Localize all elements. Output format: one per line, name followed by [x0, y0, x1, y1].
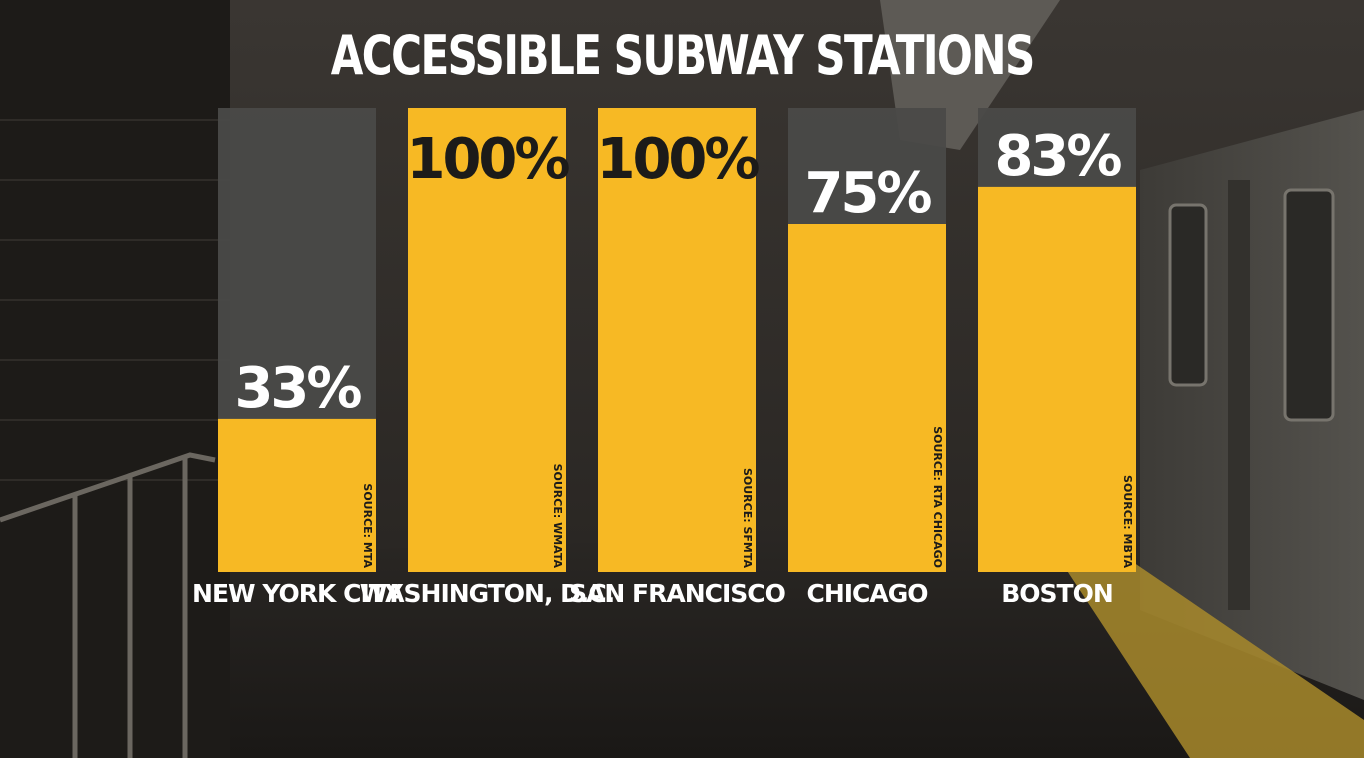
- category-label: NEW YORK CITY: [192, 579, 404, 608]
- source-note: SOURCE: WMATA: [551, 464, 564, 569]
- source-note: SOURCE: RTA CHICAGO: [931, 426, 944, 568]
- category-label: WASHINGTON, D.C.: [360, 579, 615, 608]
- data-label: 100%: [406, 127, 569, 192]
- bar-group-san-francisco: 100% SOURCE: SFMTA SAN FRANCISCO: [569, 108, 786, 608]
- data-label: 83%: [994, 124, 1121, 189]
- chart-title: ACCESSIBLE SUBWAY STATIONS: [330, 24, 1036, 87]
- data-label: 33%: [234, 356, 361, 421]
- bar: [598, 108, 756, 572]
- category-label: SAN FRANCISCO: [569, 579, 785, 608]
- source-note: SOURCE: SFMTA: [741, 468, 754, 569]
- category-label: CHICAGO: [806, 579, 927, 608]
- bar-group-chicago: 75% SOURCE: RTA CHICAGO CHICAGO: [788, 108, 946, 608]
- bar: [218, 418, 376, 572]
- bar: [788, 224, 946, 572]
- category-label: BOSTON: [1001, 579, 1113, 608]
- bar: [408, 108, 566, 572]
- bar: [978, 186, 1136, 572]
- bar-group-new-york-city: 33% SOURCE: MTA NEW YORK CITY: [192, 108, 405, 608]
- bar-group-washington-d-c: 100% SOURCE: WMATA WASHINGTON, D.C.: [360, 108, 615, 608]
- source-note: SOURCE: MBTA: [1121, 475, 1134, 568]
- data-label: 75%: [804, 161, 931, 226]
- data-label: 100%: [596, 127, 759, 192]
- bar-group-boston: 83% SOURCE: MBTA BOSTON: [978, 108, 1136, 608]
- source-note: SOURCE: MTA: [361, 483, 374, 568]
